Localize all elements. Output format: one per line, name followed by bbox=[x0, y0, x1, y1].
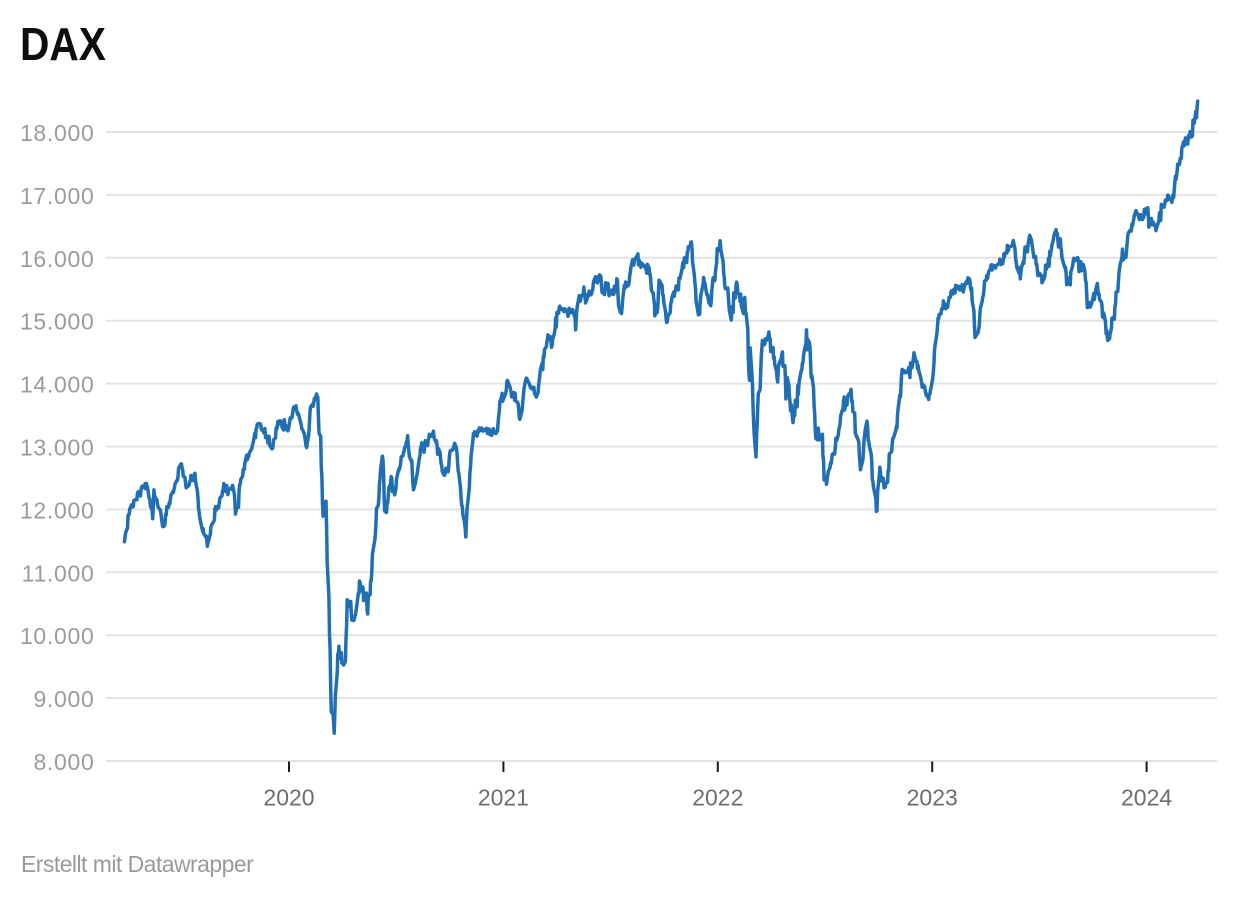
svg-text:16.000: 16.000 bbox=[20, 246, 95, 272]
svg-text:18.000: 18.000 bbox=[20, 120, 95, 146]
svg-text:2022: 2022 bbox=[692, 785, 743, 811]
svg-text:11.000: 11.000 bbox=[22, 560, 95, 586]
svg-text:10.000: 10.000 bbox=[20, 623, 95, 649]
svg-text:12.000: 12.000 bbox=[20, 497, 95, 523]
svg-text:13.000: 13.000 bbox=[20, 435, 95, 461]
svg-text:8.000: 8.000 bbox=[33, 749, 94, 775]
svg-text:2020: 2020 bbox=[263, 785, 314, 811]
svg-text:17.000: 17.000 bbox=[20, 183, 95, 209]
svg-text:14.000: 14.000 bbox=[20, 372, 95, 398]
svg-text:15.000: 15.000 bbox=[20, 309, 95, 335]
svg-text:2023: 2023 bbox=[907, 785, 958, 811]
svg-text:9.000: 9.000 bbox=[33, 686, 94, 712]
svg-text:2021: 2021 bbox=[478, 785, 529, 811]
svg-text:2024: 2024 bbox=[1121, 785, 1172, 811]
